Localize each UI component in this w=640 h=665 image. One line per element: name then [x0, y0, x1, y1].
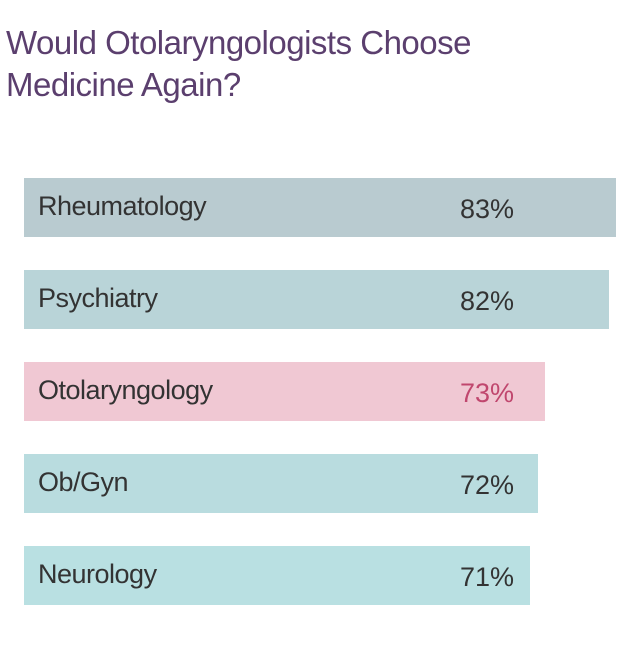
category-label: Rheumatology: [38, 191, 207, 221]
value-label: 82%: [460, 286, 515, 316]
bar: [24, 362, 545, 421]
bar: [24, 546, 531, 605]
category-label: Psychiatry: [38, 283, 158, 313]
value-label: 83%: [460, 194, 515, 224]
category-label: Neurology: [38, 559, 157, 589]
bar: [24, 270, 609, 329]
chart-title: Would Otolaryngologists Choose Medicine …: [6, 24, 471, 103]
category-label: Ob/Gyn: [38, 467, 129, 497]
bar: [24, 178, 616, 237]
bar: [24, 454, 538, 513]
category-label: Otolaryngology: [38, 375, 213, 405]
value-label: 71%: [460, 562, 515, 592]
value-label: 72%: [460, 470, 515, 500]
value-label: 73%: [460, 378, 515, 408]
